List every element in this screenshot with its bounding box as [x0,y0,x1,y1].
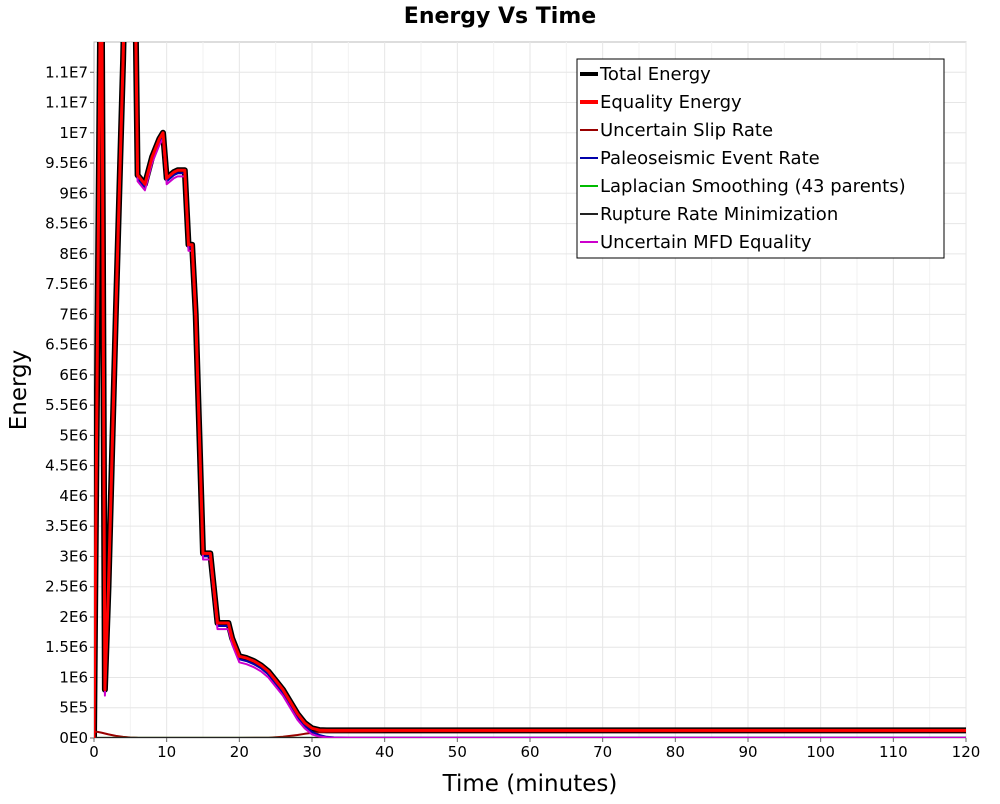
x-tick-label: 60 [520,743,539,761]
x-tick-label: 70 [593,743,612,761]
x-tick-label: 90 [738,743,757,761]
y-tick-label: 4.5E6 [45,457,88,475]
legend-box [576,58,945,259]
legend-label-rupture-rate-minimization: Rupture Rate Minimization [600,204,838,225]
y-tick-label: 1E7 [59,124,88,142]
y-tick-label: 1E6 [59,668,88,686]
x-tick-label: 0 [89,743,99,761]
y-tick-label: 5E5 [59,699,88,717]
y-axis-label: Energy [6,350,32,431]
y-tick-label: 9E6 [59,184,88,202]
x-tick-label: 120 [952,743,981,761]
y-tick-label: 2E6 [59,608,88,626]
series-lines [94,42,966,738]
y-tick-label: 2.5E6 [45,578,88,596]
x-axis-label: Time (minutes) [442,771,618,797]
x-axis-ticks: 0 10 20 30 40 50 60 70 80 90 100 110 120 [89,738,980,761]
legend-label-equality-energy: Equality Energy [600,92,742,113]
legend-label-total-energy: Total Energy [599,64,711,85]
x-tick-label: 100 [806,743,835,761]
chart-title: Energy Vs Time [404,4,596,29]
legend: Total Energy Equality Energy Uncertain Sli… [576,58,945,259]
y-axis-ticks: 0E0 5E5 1E6 1.5E6 2E6 2.5E6 3E6 3.5E6 4E6 4.5E6 5E… [45,63,94,747]
legend-label-uncertain-slip-rate: Uncertain Slip Rate [600,120,773,141]
y-tick-label: 8.5E6 [45,215,88,233]
y-tick-label: 6E6 [59,366,88,384]
y-tick-label: 6.5E6 [45,336,88,354]
y-tick-label: 1.1E7 [45,63,88,81]
legend-label-paleoseismic-event-rate: Paleoseismic Event Rate [600,148,820,169]
x-tick-label: 50 [448,743,467,761]
x-tick-label: 20 [230,743,249,761]
y-tick-label: 1.5E6 [45,638,88,656]
y-tick-label: 1.1E7 [45,94,88,112]
y-tick-label: 3E6 [59,547,88,565]
series-line-equality-energy [94,42,966,738]
y-tick-label: 5.5E6 [45,396,88,414]
y-tick-label: 5E6 [59,426,88,444]
x-tick-label: 10 [157,743,176,761]
x-tick-label: 30 [302,743,321,761]
y-tick-label: 9.5E6 [45,154,88,172]
x-tick-label: 40 [375,743,394,761]
x-tick-label: 110 [879,743,908,761]
y-tick-label: 3.5E6 [45,517,88,535]
y-tick-label: 7.5E6 [45,275,88,293]
y-tick-label: 7E6 [59,305,88,323]
y-tick-label: 8E6 [59,245,88,263]
x-tick-label: 80 [666,743,685,761]
legend-label-uncertain-mfd-equality: Uncertain MFD Equality [600,232,812,253]
y-tick-label: 4E6 [59,487,88,505]
legend-label-laplacian-smoothing-43-parents: Laplacian Smoothing (43 parents) [600,176,906,197]
y-tick-label: 0E0 [59,729,88,747]
